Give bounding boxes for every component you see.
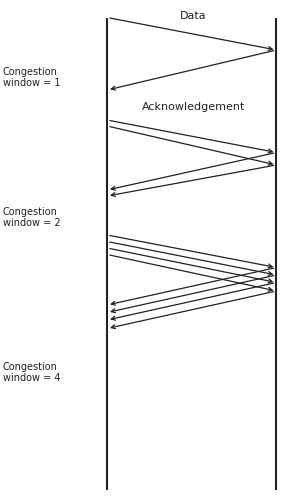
Text: Congestion
window = 2: Congestion window = 2 [3, 206, 60, 229]
Text: Acknowledgement: Acknowledgement [142, 102, 245, 112]
Text: Congestion
window = 1: Congestion window = 1 [3, 66, 60, 88]
Text: Congestion
window = 4: Congestion window = 4 [3, 362, 60, 384]
Text: Data: Data [180, 11, 206, 21]
